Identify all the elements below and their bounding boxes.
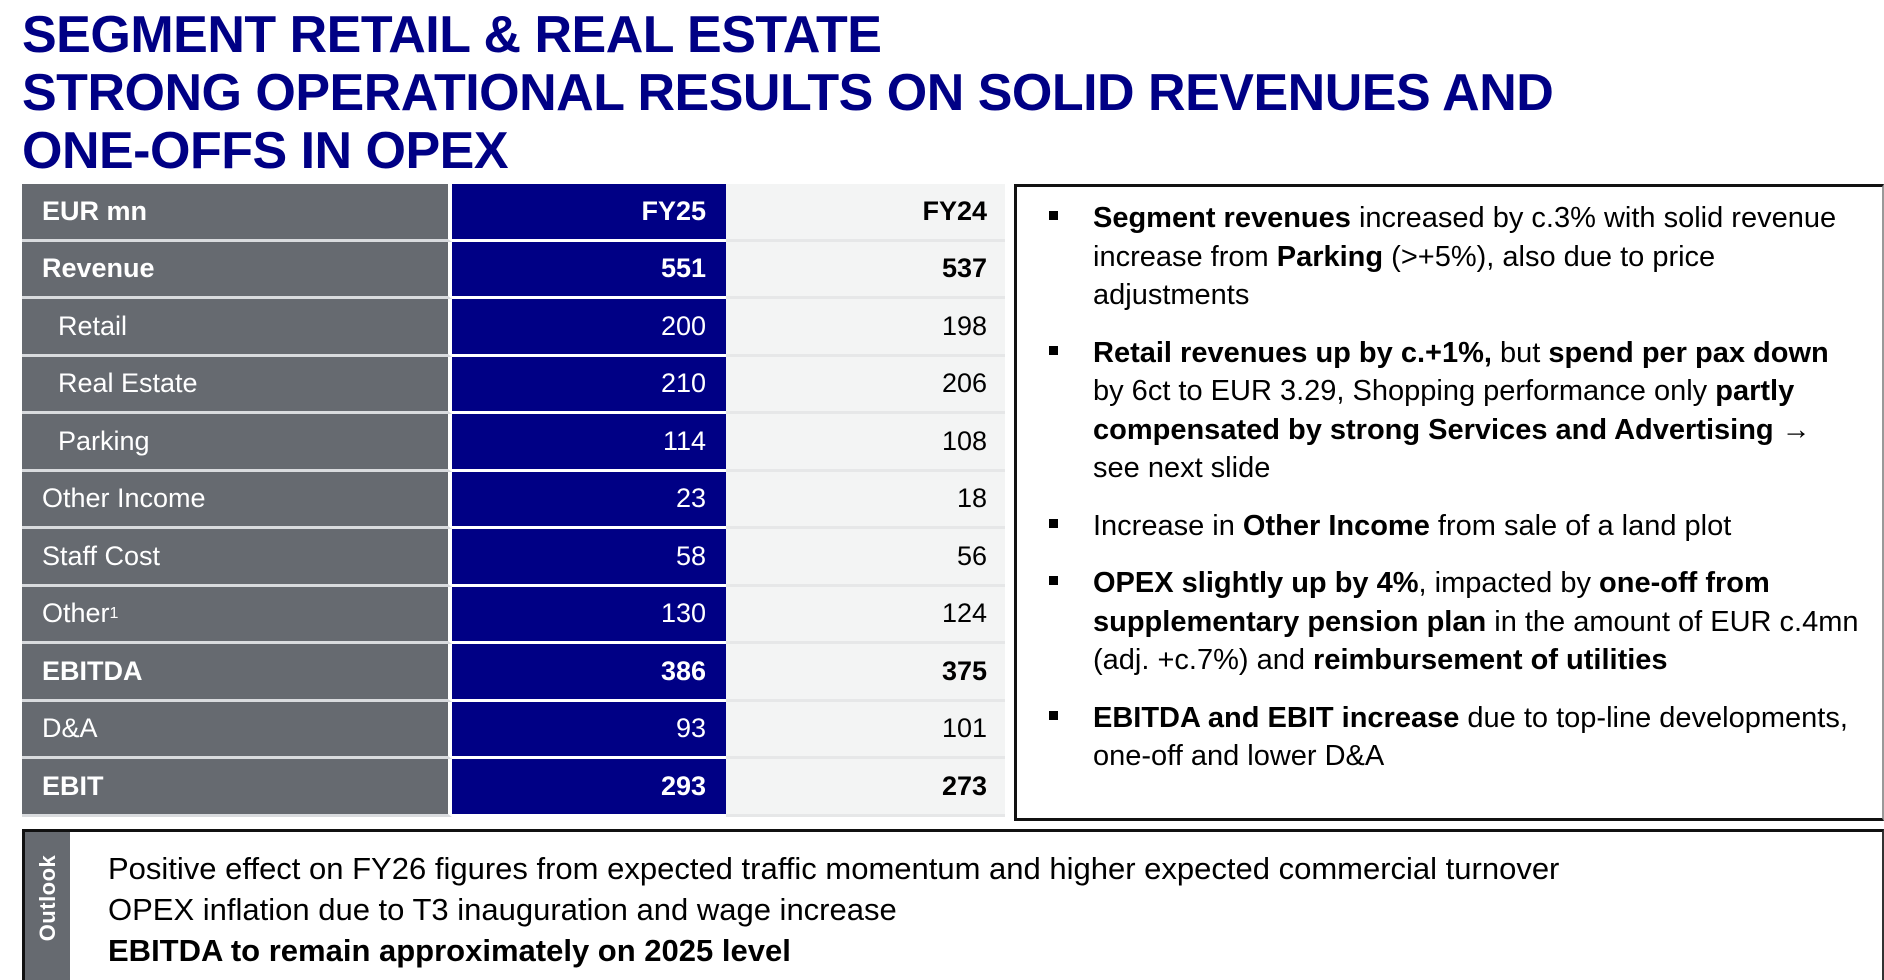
outlook-line: Positive effect on FY26 figures from exp… xyxy=(108,851,1560,886)
bullet-plain: → see next slide xyxy=(1093,413,1811,485)
row-fy24: 273 xyxy=(726,759,1005,817)
bullet-text: EBITDA and EBIT increase due to top-line… xyxy=(1093,699,1862,776)
bullet-emphasis: one-off from supplementary pension plan xyxy=(1093,567,1770,638)
row-label: D&A xyxy=(22,701,452,759)
row-fy24: 375 xyxy=(726,644,1005,702)
table-row-retail: Retail 200 198 xyxy=(22,299,1005,357)
bullet-plain: Increase in xyxy=(1093,509,1243,542)
title-line-2: STRONG OPERATIONAL RESULTS ON SOLID REVE… xyxy=(22,64,1554,122)
bullet-ebitda-ebit: EBITDA and EBIT increase due to top-line… xyxy=(1037,699,1862,776)
row-label: Retail xyxy=(22,299,452,357)
table-row-other: Other 1 130 124 xyxy=(22,586,1005,644)
bullet-plain: due to top-line developments, one-off an… xyxy=(1093,701,1848,773)
table-header-row: EUR mn FY25 FY24 xyxy=(22,184,1005,242)
outlook-side-label: Outlook xyxy=(25,832,70,980)
row-fy25: 114 xyxy=(452,414,726,472)
row-fy24: 124 xyxy=(726,586,1005,644)
row-label: Other Income xyxy=(22,471,452,529)
row-fy25: 23 xyxy=(452,471,726,529)
table-row-parking: Parking 114 108 xyxy=(22,414,1005,472)
row-fy24: 198 xyxy=(726,299,1005,357)
bullet-plain: in the amount of EUR c.4mn (adj. +c.7%) … xyxy=(1093,605,1859,677)
row-fy24: 537 xyxy=(726,241,1005,299)
table-row-other-income: Other Income 23 18 xyxy=(22,471,1005,529)
row-fy25: 386 xyxy=(452,644,726,702)
square-bullet-icon xyxy=(1037,199,1093,315)
bullet-other-income: Increase in Other Income from sale of a … xyxy=(1037,507,1862,546)
header-fy24: FY24 xyxy=(726,184,1005,242)
row-fy25: 210 xyxy=(452,356,726,414)
table-row-revenue: Revenue 551 537 xyxy=(22,241,1005,299)
outlook-panel: Outlook Positive effect on FY26 figures … xyxy=(22,829,1884,980)
table-row-d-and-a: D&A 93 101 xyxy=(22,701,1005,759)
row-label: EBIT xyxy=(22,759,452,817)
row-fy25: 293 xyxy=(452,759,726,817)
row-fy25: 93 xyxy=(452,701,726,759)
row-label-with-footnote: Other 1 xyxy=(22,586,452,644)
header-fy25: FY25 xyxy=(452,184,726,242)
bullet-emphasis: Other Income xyxy=(1242,509,1430,542)
row-fy24: 206 xyxy=(726,356,1005,414)
bullet-segment-revenues: Segment revenues increased by c.3% with … xyxy=(1037,199,1862,315)
title-line-3: ONE-OFFS IN OPEX xyxy=(22,122,509,180)
row-fy25: 551 xyxy=(452,241,726,299)
outlook-line-emphasis: EBITDA to remain approximately on 2025 l… xyxy=(108,933,791,968)
row-fy25: 200 xyxy=(452,299,726,357)
table-row-staff-cost: Staff Cost 58 56 xyxy=(22,529,1005,587)
bullet-emphasis: Parking xyxy=(1276,240,1384,273)
table-row-real-estate: Real Estate 210 206 xyxy=(22,356,1005,414)
row-fy25: 58 xyxy=(452,529,726,587)
row-fy25: 130 xyxy=(452,586,726,644)
bullet-emphasis: Retail revenues up by c.+1%, xyxy=(1093,336,1492,369)
row-fy24: 18 xyxy=(726,471,1005,529)
header-unit: EUR mn xyxy=(22,184,452,242)
outlook-label: Outlook xyxy=(34,854,60,942)
square-bullet-icon xyxy=(1037,334,1093,488)
bullet-retail-revenues: Retail revenues up by c.+1%, but spend p… xyxy=(1037,334,1862,488)
bullet-plain: by 6ct to EUR 3.29, Shopping performance… xyxy=(1093,375,1716,407)
outlook-lines: Positive effect on FY26 figures from exp… xyxy=(70,832,1559,980)
row-fy24: 56 xyxy=(726,529,1005,587)
bullet-plain: from sale of a land plot xyxy=(1429,509,1732,542)
bullet-emphasis: spend per pax down xyxy=(1548,336,1829,369)
row-label: Revenue xyxy=(22,241,452,299)
row-fy24: 101 xyxy=(726,701,1005,759)
bullet-emphasis: reimbursement of utilities xyxy=(1313,644,1668,676)
table-row-ebitda: EBITDA 386 375 xyxy=(22,644,1005,702)
outlook-line: OPEX inflation due to T3 inauguration an… xyxy=(108,892,897,927)
bullet-text: Retail revenues up by c.+1%, but spend p… xyxy=(1093,334,1862,488)
financial-table: EUR mn FY25 FY24 Revenue 551 537 Retail … xyxy=(22,184,1005,817)
bullet-emphasis: OPEX slightly up by 4% xyxy=(1093,567,1419,599)
title-line-1: SEGMENT RETAIL & REAL ESTATE xyxy=(22,6,882,64)
bullet-plain: increased by c.3% with solid revenue inc… xyxy=(1093,202,1837,273)
bullet-plain: but xyxy=(1491,336,1549,369)
bullet-emphasis: EBITDA and EBIT increase xyxy=(1093,701,1460,734)
bullet-text: Increase in Other Income from sale of a … xyxy=(1093,507,1862,546)
bullet-plain: (>+5%), also due to price adjustments xyxy=(1093,240,1716,312)
bullet-text: OPEX slightly up by 4%, impacted by one-… xyxy=(1093,564,1862,680)
row-label: Other xyxy=(42,598,110,629)
row-label: EBITDA xyxy=(22,644,452,702)
bullet-emphasis: partly compensated by strong Services an… xyxy=(1093,375,1795,446)
table-row-ebit: EBIT 293 273 xyxy=(22,759,1005,817)
bullet-text: Segment revenues increased by c.3% with … xyxy=(1093,199,1862,315)
row-label: Staff Cost xyxy=(22,529,452,587)
square-bullet-icon xyxy=(1037,564,1093,680)
square-bullet-icon xyxy=(1037,699,1093,776)
bullet-plain: , impacted by xyxy=(1418,567,1600,599)
bullet-opex: OPEX slightly up by 4%, impacted by one-… xyxy=(1037,564,1862,680)
page-title: SEGMENT RETAIL & REAL ESTATE STRONG OPER… xyxy=(22,6,1554,180)
row-label: Parking xyxy=(22,414,452,472)
row-label: Real Estate xyxy=(22,356,452,414)
commentary-box: Segment revenues increased by c.3% with … xyxy=(1014,184,1884,821)
bullet-emphasis: Segment revenues xyxy=(1093,202,1351,234)
row-fy24: 108 xyxy=(726,414,1005,472)
square-bullet-icon xyxy=(1037,507,1093,546)
